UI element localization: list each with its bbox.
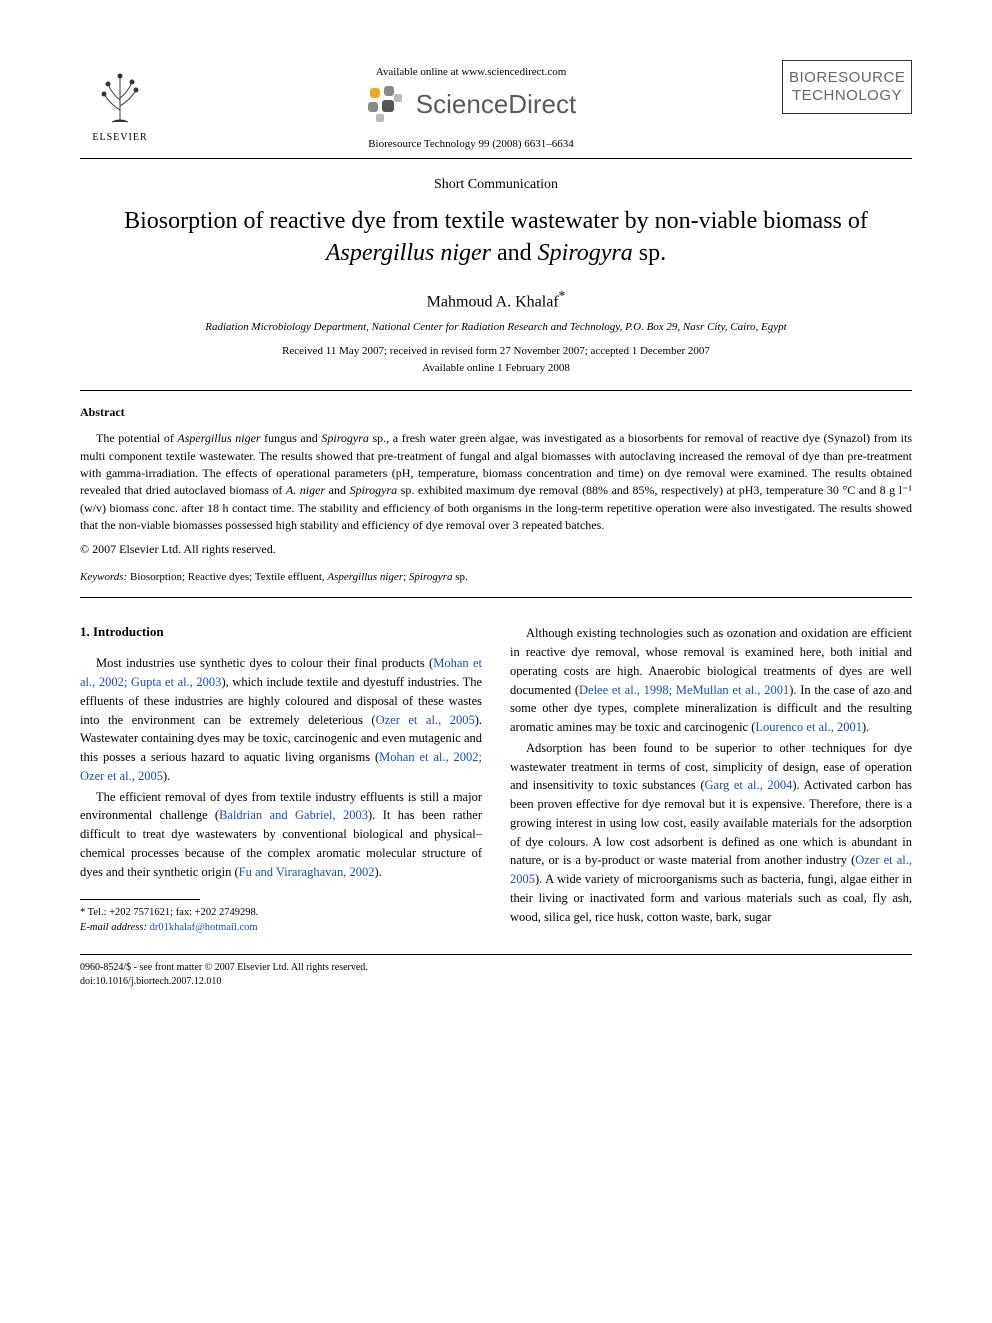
body-paragraph: The efficient removal of dyes from texti…: [80, 788, 482, 882]
title-segment: and: [491, 240, 538, 266]
citation-link[interactable]: Lourenco et al., 2001: [755, 720, 862, 734]
article-type: Short Communication: [80, 177, 912, 193]
body-columns: 1. Introduction Most industries use synt…: [80, 624, 912, 935]
citation-link[interactable]: Baldrian and Gabriel, 2003: [219, 808, 368, 822]
footnote-email-label: E-mail address:: [80, 922, 147, 933]
elsevier-tree-icon: [90, 60, 150, 130]
journal-logo-line1: BIORESOURCE: [789, 69, 905, 87]
author-corr-mark: *: [559, 288, 566, 303]
footnote-email-line: E-mail address: dr01khalaf@hotmail.com: [80, 921, 482, 936]
abstract-species: A. niger: [286, 483, 325, 497]
elsevier-label: ELSEVIER: [92, 132, 147, 143]
abstract-species: Spirogyra: [321, 431, 369, 445]
sciencedirect-text: ScienceDirect: [416, 89, 576, 120]
footnote-rule: [80, 899, 200, 900]
elsevier-logo: ELSEVIER: [80, 60, 160, 143]
dates-online: Available online 1 February 2008: [80, 360, 912, 377]
body-paragraph: Most industries use synthetic dyes to co…: [80, 654, 482, 785]
footnote-tel: * Tel.: +202 7571621; fax: +202 2749298.: [80, 906, 482, 921]
title-species: Spirogyra: [538, 240, 633, 266]
article-title: Biosorption of reactive dye from textile…: [80, 205, 912, 270]
author-text: Mahmoud A. Khalaf: [427, 293, 559, 310]
rule-above-abstract: [80, 390, 912, 391]
article-dates: Received 11 May 2007; received in revise…: [80, 343, 912, 376]
para-text: ).: [862, 720, 869, 734]
sciencedirect-flower-icon: [366, 84, 406, 124]
footnote-email[interactable]: dr01khalaf@hotmail.com: [147, 922, 258, 933]
footer-rule: [80, 954, 912, 955]
abstract-text: and: [325, 483, 349, 497]
body-paragraph: Adsorption has been found to be superior…: [510, 739, 912, 927]
journal-logo-box: BIORESOURCE TECHNOLOGY: [782, 60, 912, 114]
keywords-label: Keywords:: [80, 571, 127, 583]
body-paragraph: Although existing technologies such as o…: [510, 624, 912, 737]
abstract-text: fungus and: [261, 431, 322, 445]
footer-frontmatter: 0960-8524/$ - see front matter © 2007 El…: [80, 961, 912, 975]
rule-top: [80, 158, 912, 159]
para-text: ). A wide variety of microorganisms such…: [510, 872, 912, 924]
section-heading: 1. Introduction: [80, 624, 482, 640]
citation-link[interactable]: Delee et al., 1998; MeMullan et al., 200…: [579, 683, 789, 697]
column-left: 1. Introduction Most industries use synt…: [80, 624, 482, 935]
center-header: Available online at www.sciencedirect.co…: [160, 60, 782, 150]
footer-doi: doi:10.1016/j.biortech.2007.12.010: [80, 975, 912, 989]
keywords-text: Biosorption; Reactive dyes; Textile effl…: [127, 571, 327, 583]
dates-received: Received 11 May 2007; received in revise…: [80, 343, 912, 360]
available-online-text: Available online at www.sciencedirect.co…: [160, 66, 782, 78]
affiliation: Radiation Microbiology Department, Natio…: [80, 321, 912, 333]
abstract-text: The potential of: [96, 431, 177, 445]
journal-logo-line2: TECHNOLOGY: [789, 87, 905, 105]
abstract-species: Spirogyra: [350, 483, 398, 497]
para-text: ).: [374, 865, 381, 879]
keywords-species: Spirogyra: [409, 571, 453, 583]
para-text: ).: [163, 769, 170, 783]
abstract-heading: Abstract: [80, 405, 912, 420]
author-name: Mahmoud A. Khalaf*: [80, 288, 912, 311]
corresponding-footnote: * Tel.: +202 7571621; fax: +202 2749298.…: [80, 906, 482, 935]
citation-link[interactable]: Garg et al., 2004: [705, 778, 793, 792]
rule-below-keywords: [80, 597, 912, 598]
abstract-species: Aspergillus niger: [177, 431, 260, 445]
title-species: Aspergillus niger: [326, 240, 491, 266]
keywords-line: Keywords: Biosorption; Reactive dyes; Te…: [80, 571, 912, 583]
keywords-species: Aspergillus niger: [327, 571, 403, 583]
citation-link[interactable]: Ozer et al., 2005: [376, 713, 475, 727]
title-segment: Biosorption of reactive dye from textile…: [124, 208, 868, 234]
keywords-text: sp.: [453, 571, 468, 583]
header-row: ELSEVIER Available online at www.science…: [80, 60, 912, 150]
column-right: Although existing technologies such as o…: [510, 624, 912, 935]
para-text: Most industries use synthetic dyes to co…: [96, 656, 433, 670]
journal-reference: Bioresource Technology 99 (2008) 6631–66…: [160, 138, 782, 150]
sciencedirect-logo: ScienceDirect: [160, 84, 782, 124]
title-segment: sp.: [633, 240, 666, 266]
abstract-paragraph: The potential of Aspergillus niger fungu…: [80, 430, 912, 534]
abstract-copyright: © 2007 Elsevier Ltd. All rights reserved…: [80, 542, 912, 557]
citation-link[interactable]: Fu and Viraraghavan, 2002: [239, 865, 375, 879]
